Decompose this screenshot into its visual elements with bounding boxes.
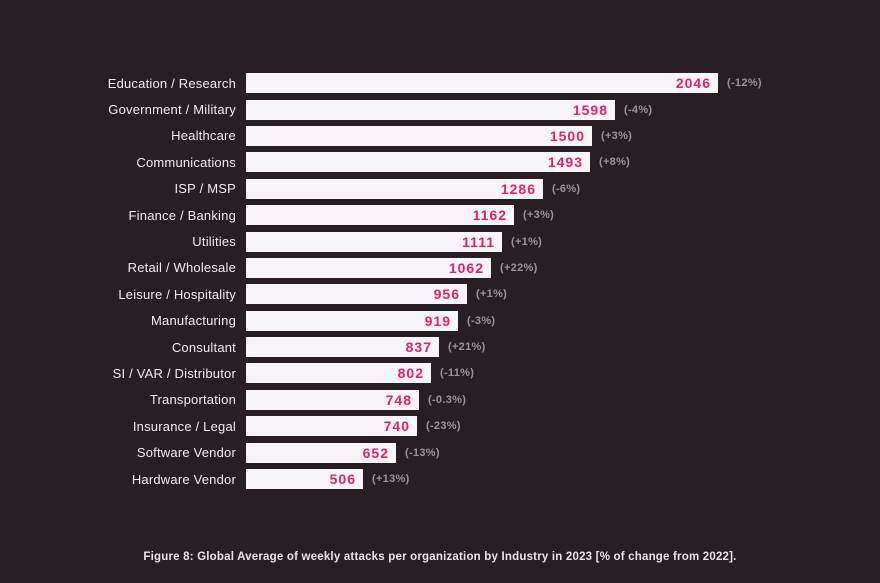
bar-row: Retail / Wholesale 1062 (+22%)	[0, 255, 880, 281]
bar-value: 802	[397, 365, 424, 382]
change-label: (+8%)	[599, 156, 631, 169]
bar-area: 1062 (+22%)	[246, 257, 880, 278]
bar-value: 740	[383, 418, 410, 435]
bar-value: 1493	[547, 154, 583, 171]
bar-value: 919	[424, 312, 451, 329]
change-label: (-4%)	[624, 103, 653, 116]
bar-row: Healthcare 1500 (+3%)	[0, 123, 880, 149]
bar-area: 802 (-11%)	[246, 363, 880, 384]
category-label: Manufacturing	[151, 313, 236, 329]
bar-area: 1493 (+8%)	[246, 152, 880, 173]
bar-area: 748 (-0.3%)	[246, 389, 880, 410]
bar-row: Software Vendor 652 (-13%)	[0, 439, 880, 465]
category-label: SI / VAR / Distributor	[112, 365, 236, 381]
bar-area: 652 (-13%)	[246, 442, 880, 463]
change-label: (-12%)	[727, 77, 762, 90]
bar-value: 837	[405, 339, 432, 356]
bar-row: Manufacturing 919 (-3%)	[0, 308, 880, 334]
change-label: (-13%)	[405, 446, 440, 459]
bar-area: 919 (-3%)	[246, 310, 880, 331]
category-label: Leisure / Hospitality	[118, 286, 236, 302]
bar-value: 1111	[462, 233, 495, 250]
bar-area: 1598 (-4%)	[246, 99, 880, 120]
bar: 802	[246, 363, 431, 384]
bar-row: Government / Military 1598 (-4%)	[0, 96, 880, 122]
change-label: (+1%)	[476, 288, 508, 301]
bar-row: Finance / Banking 1162 (+3%)	[0, 202, 880, 228]
category-label: Software Vendor	[136, 445, 236, 461]
bar-value: 506	[329, 471, 356, 488]
bar-area: 1162 (+3%)	[246, 205, 880, 226]
category-label: ISP / MSP	[174, 181, 236, 197]
bar-row: ISP / MSP 1286 (-6%)	[0, 176, 880, 202]
category-label: Insurance / Legal	[132, 418, 236, 434]
bar: 506	[246, 469, 363, 490]
bar: 1062	[246, 257, 491, 278]
category-label: Education / Research	[107, 75, 236, 91]
change-label: (+1%)	[511, 235, 543, 248]
category-label: Consultant	[171, 339, 236, 355]
category-label: Transportation	[149, 392, 236, 408]
bar: 740	[246, 416, 417, 437]
category-label: Healthcare	[171, 128, 236, 144]
category-label: Retail / Wholesale	[127, 260, 236, 276]
bar: 1493	[246, 152, 590, 173]
change-label: (-3%)	[467, 314, 496, 327]
bar-area: 956 (+1%)	[246, 284, 880, 305]
category-label: Utilities	[192, 234, 236, 250]
bar: 919	[246, 310, 458, 331]
bar-value: 1500	[549, 127, 585, 144]
bar-row: Education / Research 2046 (-12%)	[0, 70, 880, 96]
bar: 1286	[246, 178, 543, 199]
bar: 1598	[246, 99, 615, 120]
bar-area: 1286 (-6%)	[246, 178, 880, 199]
change-label: (+21%)	[448, 341, 486, 354]
bar-value: 1162	[472, 207, 507, 224]
bar-chart: Education / Research 2046 (-12%) Government…	[0, 70, 880, 492]
category-label: Government / Military	[108, 102, 236, 118]
bar-row: Transportation 748 (-0.3%)	[0, 387, 880, 413]
bar-area: 1111 (+1%)	[246, 231, 880, 252]
bar-row: SI / VAR / Distributor 802 (-11%)	[0, 360, 880, 386]
bar-area: 740 (-23%)	[246, 416, 880, 437]
bar: 956	[246, 284, 467, 305]
bar-area: 837 (+21%)	[246, 337, 880, 358]
bar: 652	[246, 442, 396, 463]
bar-row: Consultant 837 (+21%)	[0, 334, 880, 360]
bar: 2046	[246, 73, 718, 94]
bar-value: 1062	[448, 259, 484, 276]
bar-value: 748	[385, 391, 412, 408]
bar-value: 1598	[572, 101, 608, 118]
bar: 1111	[246, 231, 502, 252]
change-label: (-11%)	[440, 367, 475, 380]
bar-row: Communications 1493 (+8%)	[0, 149, 880, 175]
bar-value: 1286	[500, 180, 536, 197]
category-label: Hardware Vendor	[131, 471, 236, 487]
change-label: (+3%)	[523, 209, 555, 222]
bar: 748	[246, 389, 419, 410]
bar-row: Utilities 1111 (+1%)	[0, 228, 880, 254]
change-label: (+13%)	[372, 473, 410, 486]
change-label: (-23%)	[426, 420, 461, 433]
bar-area: 506 (+13%)	[246, 469, 880, 490]
bar: 1162	[246, 205, 514, 226]
bar-value: 956	[433, 286, 460, 303]
category-label: Finance / Banking	[128, 207, 236, 223]
bar: 837	[246, 337, 439, 358]
figure-caption: Figure 8: Global Average of weekly attac…	[143, 551, 737, 563]
bar-area: 1500 (+3%)	[246, 125, 880, 146]
change-label: (-0.3%)	[428, 393, 467, 406]
change-label: (+3%)	[601, 129, 633, 142]
bar-value: 2046	[675, 75, 711, 92]
bar-row: Insurance / Legal 740 (-23%)	[0, 413, 880, 439]
bar: 1500	[246, 125, 592, 146]
category-label: Communications	[136, 154, 236, 170]
change-label: (-6%)	[552, 182, 581, 195]
bar-row: Leisure / Hospitality 956 (+1%)	[0, 281, 880, 307]
change-label: (+22%)	[500, 261, 538, 274]
bar-row: Hardware Vendor 506 (+13%)	[0, 466, 880, 492]
bar-area: 2046 (-12%)	[246, 73, 880, 94]
bar-value: 652	[362, 444, 389, 461]
